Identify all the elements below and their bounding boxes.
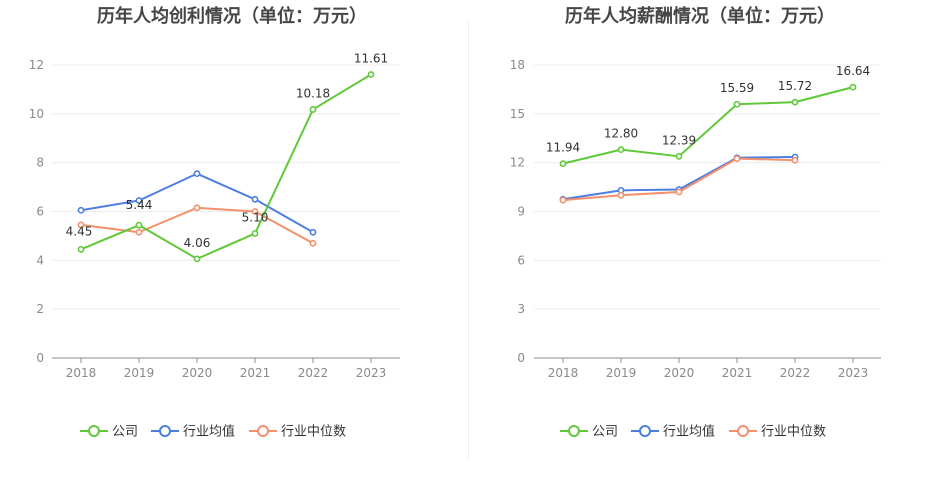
- legend-marker: [568, 425, 580, 437]
- data-point: [77, 221, 85, 229]
- legend-label: 行业均值: [663, 424, 715, 440]
- data-label: 10.18: [296, 86, 330, 100]
- data-point: [791, 156, 799, 164]
- y-tick-label: 2: [36, 302, 44, 316]
- data-label: 5.44: [126, 198, 153, 212]
- y-tick-label: 8: [36, 156, 44, 170]
- legend-marker: [639, 425, 651, 437]
- x-tick-label: 2019: [124, 366, 155, 380]
- data-point: [849, 83, 857, 91]
- data-label: 16.64: [836, 64, 870, 78]
- legend-label: 公司: [112, 425, 138, 440]
- y-tick-label: 12: [510, 156, 525, 170]
- x-tick-label: 2018: [548, 366, 579, 380]
- data-point: [193, 204, 201, 212]
- y-tick-label: 3: [517, 302, 525, 316]
- salary-per-capita-chart: 历年人均薪酬情况（单位：万元） 0 3 6 9 12 15 18 2018 2019 2020 202…: [510, 5, 881, 440]
- data-label: 5.10: [242, 210, 269, 224]
- data-point: [193, 255, 201, 263]
- x-tick-label: 2023: [356, 366, 387, 380]
- profit-per-capita-chart: 历年人均创利情况（单位：万元） 0 2 4 6 8 10 12 2018 2019 2020 2021…: [29, 5, 400, 440]
- data-point: [135, 228, 143, 236]
- y-tick-label: 0: [36, 351, 44, 365]
- data-point: [733, 155, 741, 162]
- legend-label: 行业中位数: [761, 425, 826, 440]
- data-label: 11.94: [546, 141, 580, 155]
- data-label: 4.45: [66, 224, 93, 238]
- chart-divider: [468, 20, 469, 460]
- x-tick-label: 2020: [182, 366, 213, 380]
- data-label: 12.39: [662, 133, 696, 147]
- data-point: [135, 197, 143, 204]
- y-tick-label: 6: [517, 253, 525, 267]
- data-point: [135, 221, 143, 229]
- data-point: [367, 71, 375, 78]
- y-tick-label: 0: [517, 351, 525, 365]
- data-point: [251, 230, 259, 237]
- legend-item-0[interactable]: 公司: [80, 425, 138, 440]
- y-tick-label: 4: [36, 253, 44, 267]
- legend-item-1[interactable]: 行业均值: [151, 424, 235, 440]
- data-point: [617, 146, 625, 154]
- x-tick-label: 2021: [240, 366, 271, 380]
- x-tick-label: 2018: [66, 366, 97, 380]
- data-point: [77, 245, 85, 253]
- data-label: 11.61: [354, 52, 388, 66]
- data-label: 15.59: [720, 81, 754, 95]
- chart-title: 历年人均创利情况（单位：万元）: [97, 5, 367, 27]
- data-label: 12.80: [604, 127, 638, 141]
- data-point: [193, 170, 201, 178]
- legend-label: 行业中位数: [281, 425, 346, 440]
- legend-item-0[interactable]: 公司: [560, 425, 618, 440]
- legend-marker: [159, 425, 171, 437]
- data-point: [309, 106, 317, 113]
- data-point: [77, 206, 85, 214]
- y-tick-label: 15: [510, 107, 525, 121]
- x-tick-label: 2021: [722, 366, 753, 380]
- legend-marker: [737, 425, 749, 437]
- legend-marker: [88, 425, 100, 437]
- data-point: [617, 191, 625, 199]
- data-point: [309, 239, 317, 247]
- x-tick-label: 2022: [298, 366, 329, 380]
- x-tick-label: 2022: [780, 366, 811, 380]
- data-point: [559, 196, 567, 204]
- legend-marker: [257, 425, 269, 437]
- legend-item-2[interactable]: 行业中位数: [249, 425, 346, 440]
- data-point: [309, 228, 317, 236]
- data-point: [251, 195, 259, 203]
- data-point: [559, 160, 567, 168]
- x-tick-label: 2020: [664, 366, 695, 380]
- data-point: [791, 98, 799, 106]
- data-label: 15.72: [778, 79, 812, 93]
- legend-label: 行业均值: [183, 424, 235, 440]
- data-point: [675, 152, 683, 160]
- chart-title: 历年人均薪酬情况（单位：万元）: [565, 5, 835, 27]
- y-tick-label: 12: [29, 58, 44, 72]
- y-tick-label: 18: [510, 58, 525, 72]
- y-tick-label: 10: [29, 107, 44, 121]
- y-tick-label: 9: [517, 205, 525, 219]
- legend-label: 公司: [592, 425, 618, 440]
- x-tick-label: 2023: [838, 366, 869, 380]
- legend-item-1[interactable]: 行业均值: [631, 424, 715, 440]
- legend-item-2[interactable]: 行业中位数: [729, 425, 826, 440]
- data-label: 4.06: [184, 236, 211, 250]
- data-point: [675, 188, 683, 196]
- y-tick-label: 6: [36, 205, 44, 219]
- x-tick-label: 2019: [606, 366, 637, 380]
- data-point: [733, 100, 741, 108]
- series-line-0: [562, 86, 854, 165]
- series-line-0: [80, 73, 372, 260]
- data-point: [251, 208, 259, 215]
